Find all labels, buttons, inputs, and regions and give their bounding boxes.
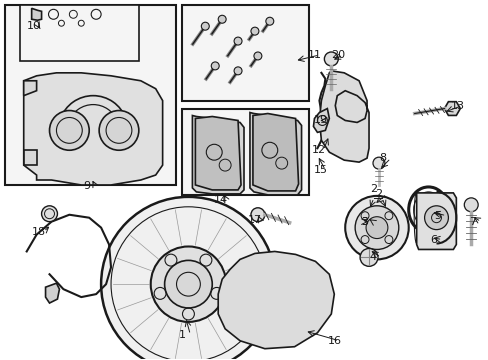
Circle shape (463, 198, 477, 212)
Text: 13: 13 (449, 100, 464, 111)
Bar (20, 5, 139, 61)
Polygon shape (24, 81, 37, 96)
Circle shape (250, 208, 264, 222)
Text: 19: 19 (313, 116, 327, 126)
Text: 18: 18 (32, 226, 46, 237)
Polygon shape (319, 71, 368, 162)
Text: 2: 2 (374, 189, 381, 199)
Text: 3: 3 (360, 217, 367, 227)
Circle shape (99, 111, 139, 150)
Circle shape (359, 248, 377, 266)
Circle shape (150, 247, 225, 322)
Circle shape (41, 206, 57, 222)
Text: 11: 11 (307, 50, 321, 60)
Circle shape (218, 15, 225, 23)
Text: 2: 2 (370, 184, 377, 194)
Text: 17: 17 (247, 215, 262, 225)
Bar (182, 109, 309, 195)
Text: 16: 16 (326, 336, 341, 346)
Text: 14: 14 (214, 195, 228, 205)
Polygon shape (24, 73, 163, 185)
Circle shape (354, 206, 398, 249)
Polygon shape (252, 113, 298, 191)
Text: 3: 3 (360, 217, 367, 227)
Circle shape (345, 196, 408, 260)
Text: 4: 4 (368, 252, 375, 262)
Polygon shape (218, 251, 334, 349)
Circle shape (265, 17, 273, 25)
Text: 1: 1 (178, 330, 185, 340)
Text: 20: 20 (331, 50, 345, 60)
Circle shape (250, 27, 258, 35)
Circle shape (234, 37, 242, 45)
Circle shape (201, 22, 209, 30)
Circle shape (253, 52, 262, 60)
Polygon shape (444, 102, 459, 116)
Polygon shape (249, 113, 301, 195)
Text: 9: 9 (83, 181, 90, 191)
Text: 5: 5 (434, 211, 441, 221)
Polygon shape (313, 109, 328, 132)
Circle shape (234, 67, 242, 75)
Text: 10: 10 (27, 21, 41, 31)
Circle shape (424, 206, 447, 230)
Bar (182, 5, 309, 100)
Text: 7: 7 (468, 217, 475, 227)
Polygon shape (195, 117, 241, 190)
Circle shape (372, 157, 384, 169)
Circle shape (49, 111, 89, 150)
Text: 8: 8 (378, 153, 386, 163)
Text: 6: 6 (429, 234, 437, 244)
Circle shape (164, 260, 212, 308)
Polygon shape (24, 150, 37, 165)
Circle shape (366, 217, 387, 239)
Circle shape (211, 62, 219, 70)
Circle shape (101, 197, 275, 360)
Polygon shape (192, 116, 244, 194)
Polygon shape (45, 283, 60, 303)
Circle shape (324, 52, 338, 66)
Text: 15: 15 (313, 165, 327, 175)
Text: 12: 12 (311, 145, 325, 155)
Polygon shape (416, 193, 455, 249)
Polygon shape (32, 8, 41, 20)
Bar (5, 5, 175, 185)
